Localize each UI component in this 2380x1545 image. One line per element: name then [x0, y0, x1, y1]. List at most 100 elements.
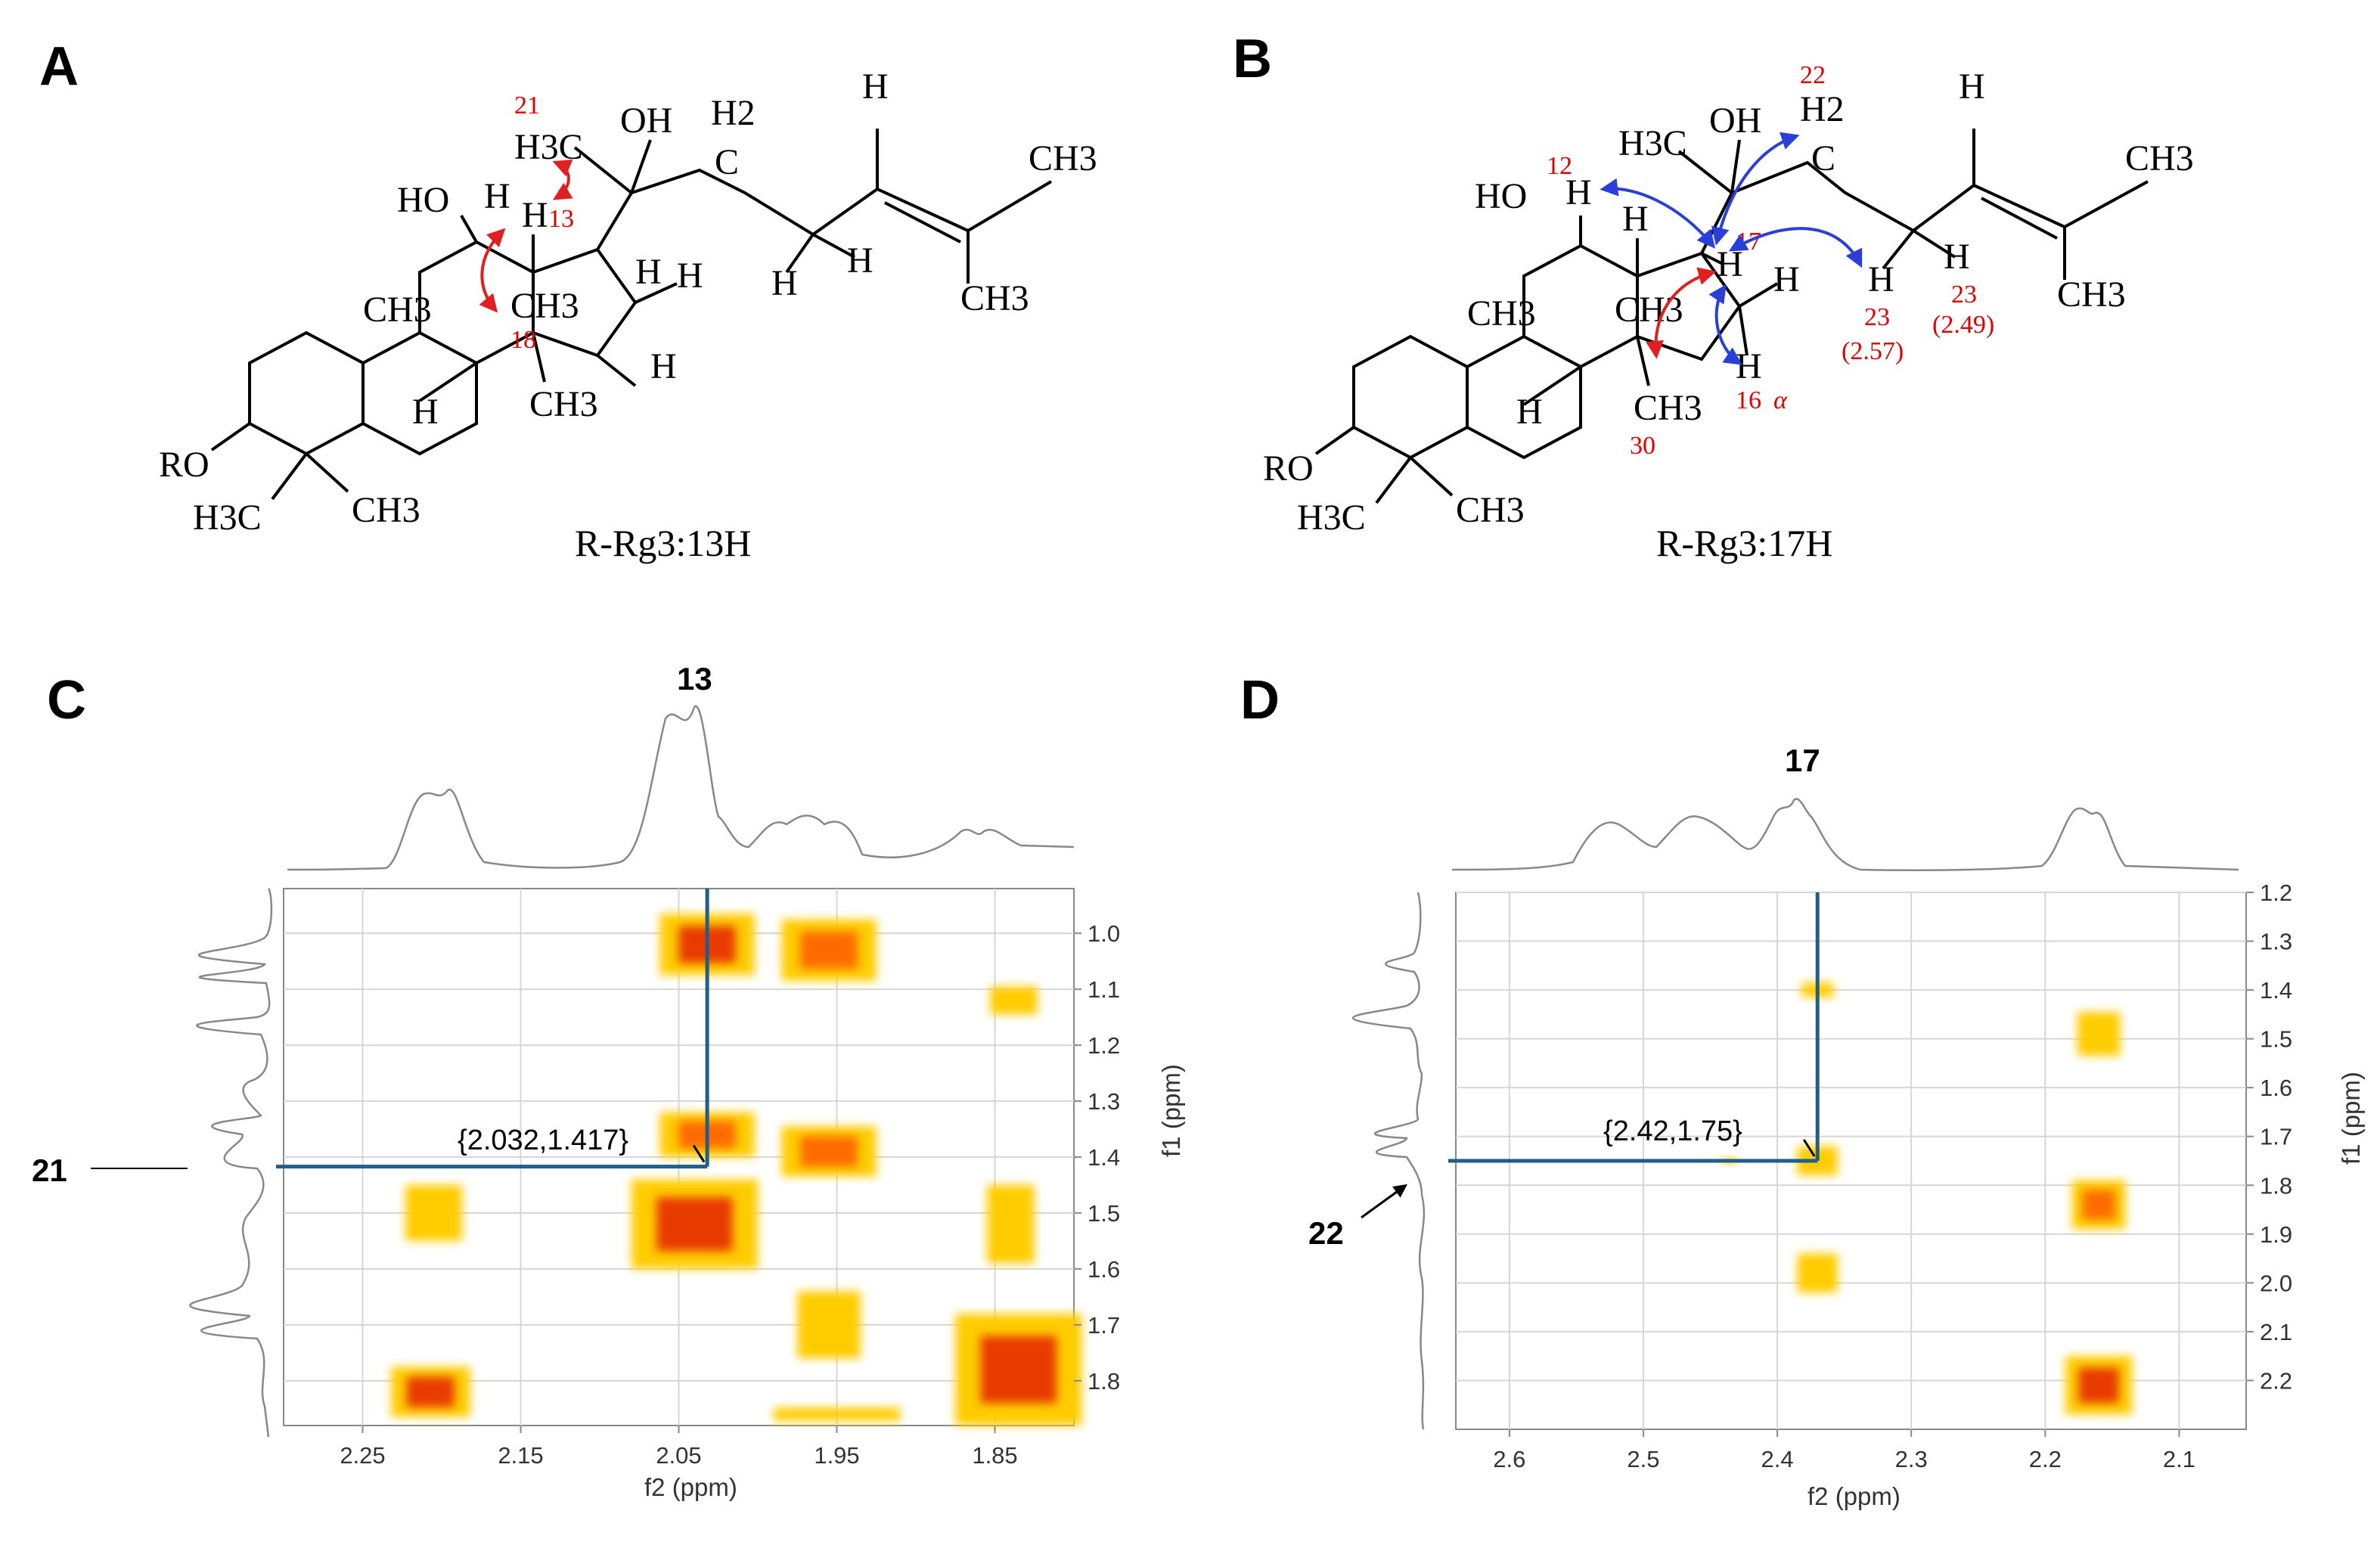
x-ticks-d: 2.6 2.5 2.4 2.3 2.2 2.1	[1493, 1429, 2195, 1472]
y-tick-label: 1.2	[2260, 880, 2292, 906]
label-b-ch3-30: CH3	[1634, 388, 1702, 428]
noe-arrow-a-13-18	[479, 228, 506, 313]
label-a-h15b: H	[677, 256, 703, 296]
label-b-h23a: H	[1868, 259, 1894, 299]
red-num-b-alpha: α	[1773, 386, 1788, 414]
left-projection-c	[189, 888, 273, 1438]
y-tick-label: 1.0	[1088, 920, 1120, 947]
label-a-ro: RO	[159, 445, 209, 485]
x-tick-label: 2.1	[2163, 1446, 2195, 1472]
left-peak-label-d: 22	[1308, 1215, 1344, 1251]
label-b-h3c: H3C	[1618, 123, 1687, 163]
plot-area-c: {2.032,1.417}	[276, 888, 1082, 1426]
noe-arrow-b-17-16	[1708, 284, 1742, 365]
y-tick-label: 1.7	[2260, 1124, 2292, 1150]
noe-arrow-b-17-12	[1600, 178, 1716, 249]
label-b-ho: HO	[1475, 176, 1527, 216]
peaks-c	[391, 914, 1082, 1426]
label-b-h13: H	[1622, 199, 1649, 239]
crosshair-pointer	[692, 1144, 706, 1163]
label-b-h3c-lower: H3C	[1297, 498, 1366, 538]
label-a-h15a: H	[635, 252, 662, 292]
noe-peak-core	[2082, 1190, 2115, 1220]
top-peak-label-c: 13	[677, 661, 712, 696]
panel-letter-b: B	[1233, 29, 1272, 89]
red-num-a-21: 21	[514, 92, 540, 119]
panel-letter-a: A	[39, 36, 79, 97]
red-num-a-13: 13	[548, 205, 574, 233]
label-a-ch3-lower: CH3	[960, 278, 1029, 318]
label-b-oh: OH	[1709, 101, 1761, 141]
coord-label-c: {2.032,1.417}	[458, 1125, 628, 1156]
noe-peak	[990, 986, 1038, 1015]
label-a-h3c: H3C	[514, 127, 583, 167]
y-tick-label: 1.3	[1088, 1088, 1120, 1115]
y-tick-label: 2.2	[2260, 1367, 2292, 1394]
label-b-c: C	[1811, 138, 1835, 178]
y-ticks-c: 1.0 1.1 1.2 1.3 1.4 1.5 1.6 1.7 1.8	[1074, 920, 1120, 1395]
y-ticks-d: 1.2 1.3 1.4 1.5 1.6 1.7 1.8 1.9 2.0 2.1 2.2	[2246, 880, 2292, 1394]
coord-label-d: {2.42,1.75}	[1603, 1115, 1742, 1147]
x-tick-label: 2.3	[1895, 1446, 1928, 1472]
left-projection-d	[1351, 892, 1426, 1430]
left-peak-label-c: 21	[32, 1153, 67, 1188]
y-tick-label: 1.5	[1088, 1200, 1120, 1227]
label-a-h16: H	[650, 346, 677, 386]
label-a-ch3-30: CH3	[529, 384, 598, 424]
label-b-h9: H	[1516, 392, 1543, 432]
label-a-ch3-19: CH3	[363, 290, 432, 330]
noe-peak	[2077, 1012, 2121, 1056]
label-a-ho: HO	[397, 180, 449, 220]
label-a-ch3-lower-right: CH3	[352, 490, 420, 530]
x-tick-label: 1.95	[814, 1442, 859, 1469]
noe-arrow-b-17-22	[1711, 132, 1800, 246]
x-axis-title-d: f2 (ppm)	[1807, 1482, 1901, 1510]
label-a-h12: H	[484, 176, 510, 216]
y-tick-label: 2.0	[2260, 1270, 2292, 1296]
y-tick-label: 1.6	[2260, 1075, 2292, 1101]
top-peak-label-d: 17	[1785, 743, 1820, 778]
red-num-b-23b: 23	[1951, 281, 1977, 309]
y-tick-label: 2.1	[2260, 1319, 2292, 1345]
molecule-b-labels: H3C OH H2 C H CH3 CH3 H H HO H H CH3 CH3…	[1263, 61, 2194, 538]
label-b-h23b: H	[1944, 237, 1970, 277]
panel-d: D 17 22 {2.42,1.75} 2.6 2.5 2.4 2.3 2.2 2.1 1…	[1240, 670, 2365, 1510]
noe-peak-core	[407, 1376, 455, 1407]
molecule-b-structure	[1314, 129, 2149, 504]
x-tick-label: 1.85	[972, 1442, 1017, 1469]
label-a-h9: H	[412, 392, 439, 432]
caption-a: R-Rg3:13H	[575, 522, 751, 564]
noe-peak-core	[656, 1197, 733, 1252]
label-b-h15: H	[1773, 259, 1800, 299]
label-b-ch3-lower-right: CH3	[1456, 490, 1525, 530]
label-a-c: C	[715, 142, 739, 182]
y-tick-label: 1.9	[2260, 1221, 2292, 1248]
label-a-oh: OH	[620, 101, 672, 141]
label-b-h12: H	[1565, 172, 1592, 213]
noe-arrow-b-17-23	[1728, 227, 1863, 268]
noe-peak	[797, 1291, 861, 1359]
panel-c: C 13 21 {2.032,1.417} 2.25 2.15 2.05 1.95 1.…	[32, 661, 1185, 1501]
noe-peak	[1797, 1253, 1838, 1293]
panel-letter-c: C	[47, 670, 86, 731]
label-b-ro: RO	[1263, 448, 1314, 489]
x-tick-label: 2.4	[1761, 1446, 1794, 1472]
red-num-a-18: 18	[510, 326, 536, 354]
crosshair-c	[276, 889, 709, 1169]
noe-peak	[987, 1184, 1035, 1264]
y-tick-label: 1.4	[2260, 977, 2292, 1004]
noe-peak-core	[980, 1336, 1057, 1404]
label-a-h-chain-right: H	[847, 240, 873, 281]
caption-b: R-Rg3:17H	[1656, 522, 1832, 564]
y-tick-label: 1.1	[1088, 976, 1120, 1003]
red-num-b-23a: 23	[1864, 303, 1890, 331]
top-projection-c	[287, 705, 1075, 871]
noe-peak	[773, 1407, 901, 1422]
y-tick-label: 1.4	[1088, 1144, 1120, 1171]
y-tick-label: 1.7	[1088, 1312, 1120, 1339]
red-num-b-2-49: (2.49)	[1932, 311, 1994, 339]
label-a-h-chain-left: H	[771, 263, 798, 303]
y-tick-label: 1.6	[1088, 1256, 1120, 1283]
panel-letter-d: D	[1240, 670, 1280, 731]
x-tick-label: 2.05	[656, 1442, 701, 1469]
